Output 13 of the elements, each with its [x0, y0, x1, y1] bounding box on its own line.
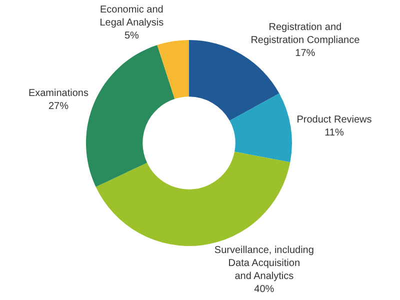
data-label: 27%: [48, 101, 69, 112]
data-label: 11%: [324, 128, 344, 139]
slice-label: Product Reviews: [296, 114, 372, 126]
data-label: 5%: [124, 30, 140, 42]
data-label: 17%: [295, 48, 316, 60]
donut-slice: [96, 152, 290, 246]
donut-slice: [230, 93, 292, 162]
donut-slice: [157, 40, 189, 99]
slice-label: Registration and Registration Compliance: [250, 22, 360, 46]
data-label: 40%: [254, 284, 274, 295]
slice-label: Surveillance, including Data Acquisition and Analytics: [214, 244, 314, 282]
slice-label: Economic and Legal Analysis: [100, 4, 164, 29]
slice-label: Examinations: [28, 88, 88, 100]
